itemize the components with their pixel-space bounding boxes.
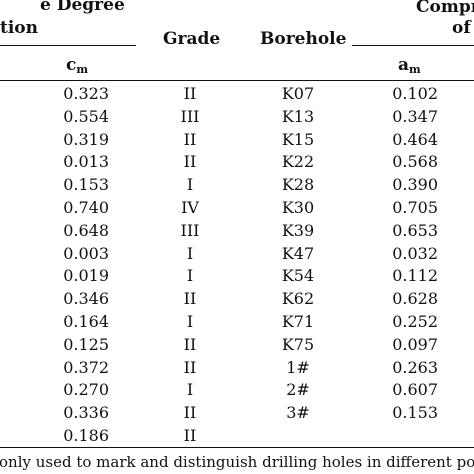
cm-cell: 0.270 [63,380,109,400]
footnote: only used to mark and distinguish drilli… [0,453,474,471]
am-cell: 0.032 [392,243,438,263]
grade-cell: II [183,129,197,149]
grade-cell: II [183,152,197,172]
cm-cell: 0.740 [63,198,109,217]
borehole-header: Borehole [260,29,347,49]
borehole-cell: K30 [281,198,315,217]
borehole-cell: 1# [286,357,310,377]
grade-cell: I [186,312,194,331]
header-bottom-rule [0,80,474,81]
grade-cell: I [186,175,194,195]
cm-cell: 0.153 [63,175,109,195]
cm-cell: 0.319 [63,129,109,149]
borehole-cell: K47 [281,243,315,263]
header-group1-line1: e Degree [40,0,125,15]
cm-cell: 0.003 [63,243,109,263]
am-cell: 0.464 [392,129,438,149]
cm-cell: 0.336 [63,403,109,423]
cm-cell: 0.346 [63,289,109,309]
cm-cell: 0.323 [63,84,109,103]
borehole-cell: K22 [281,152,315,172]
borehole-cell: K62 [281,289,315,309]
grade-cell: II [183,334,197,354]
grade-cell: III [180,220,200,240]
header-group2-line2: of [452,18,471,38]
grade-header: Grade [163,29,221,49]
borehole-cell: K15 [281,129,315,149]
grade-cell: I [186,243,194,263]
am-cell: 0.263 [392,357,438,377]
am-cell: 0.390 [392,175,438,195]
grade-cell: III [180,106,200,126]
grade-cell: II [183,426,197,445]
grade-cell: I [186,380,194,400]
grade-cell: II [183,357,197,377]
am-cell: 0.112 [392,266,438,286]
cm-cell: 0.554 [63,106,109,126]
grade-cell: IV [181,198,199,217]
borehole-cell: K54 [281,266,315,286]
am-cell: 0.705 [392,198,438,217]
grade-cell: II [183,403,197,423]
group2-rule [352,45,474,46]
am-cell: 0.347 [392,106,438,126]
group1-rule [0,45,136,46]
borehole-cell: K75 [281,334,315,354]
grade-cell: II [183,84,197,103]
table-bottom-rule [0,447,474,448]
grade-cell: II [183,289,197,309]
cm-cell: 0.019 [63,266,109,286]
borehole-cell: K13 [281,106,315,126]
borehole-cell: K28 [281,175,315,195]
borehole-cell: K71 [281,312,315,331]
cm-cell: 0.372 [63,357,109,377]
borehole-cell: K39 [281,220,315,240]
header-group1-line2: tion [0,18,39,38]
am-cell: 0.568 [392,152,438,172]
cm-cell: 0.125 [63,334,109,354]
borehole-cell: 2# [286,380,310,400]
header-group2-line1: Compr [416,0,474,17]
am-cell: 0.252 [392,312,438,331]
cm-header: cm [66,55,88,76]
cm-cell: 0.186 [63,426,109,445]
am-cell: 0.607 [392,380,438,400]
cm-cell: 0.648 [63,220,109,240]
cm-cell: 0.164 [63,312,109,331]
am-header: am [398,55,421,76]
am-cell: 0.102 [392,84,438,103]
am-cell: 0.653 [392,220,438,240]
am-cell: 0.097 [392,334,438,354]
borehole-cell: 3# [286,403,310,423]
cm-cell: 0.013 [63,152,109,172]
am-cell: 0.153 [392,403,438,423]
am-cell: 0.628 [392,289,438,309]
grade-cell: I [186,266,194,286]
borehole-cell: K07 [281,84,315,103]
